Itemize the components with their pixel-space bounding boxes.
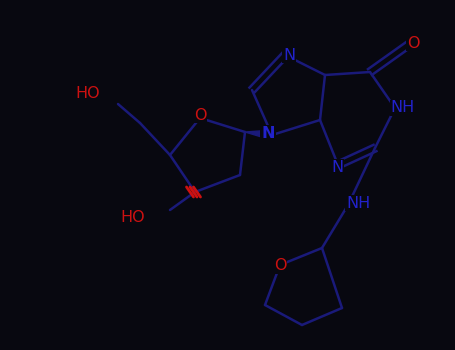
Text: N: N bbox=[283, 48, 295, 63]
Text: NH: NH bbox=[391, 100, 415, 116]
Text: O: O bbox=[194, 107, 206, 122]
Text: O: O bbox=[407, 35, 419, 50]
Text: NH: NH bbox=[346, 196, 370, 210]
Text: O: O bbox=[274, 259, 286, 273]
Text: HO: HO bbox=[76, 85, 100, 100]
Text: HO: HO bbox=[121, 210, 145, 225]
Text: N: N bbox=[261, 126, 275, 140]
Text: N: N bbox=[331, 160, 343, 175]
Polygon shape bbox=[245, 130, 273, 140]
